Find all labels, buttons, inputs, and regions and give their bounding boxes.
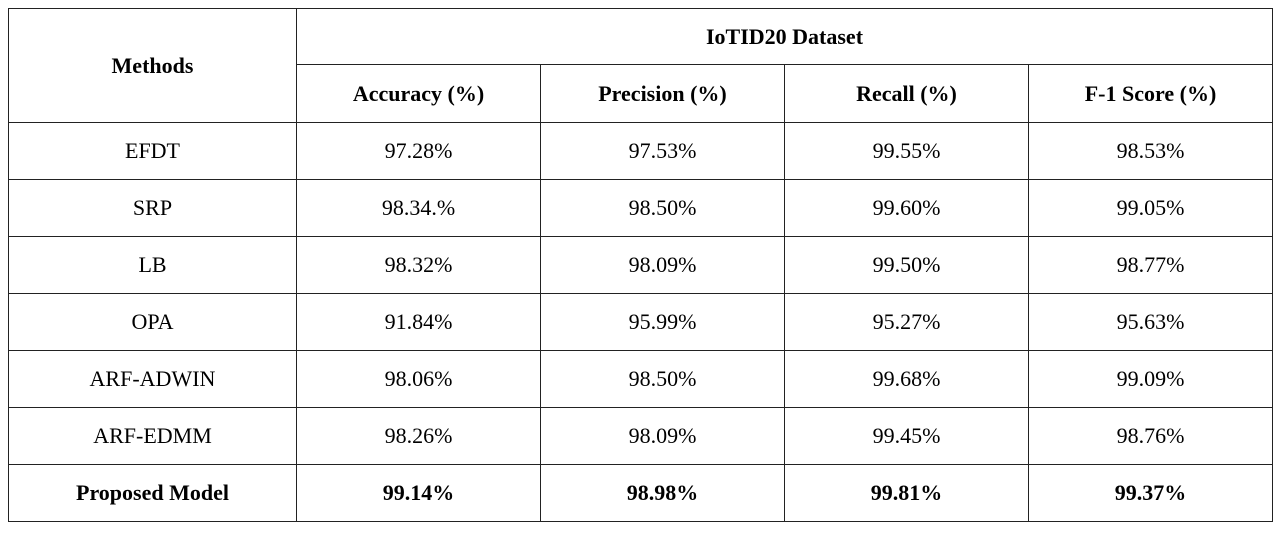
value-cell: 99.09% — [1028, 350, 1273, 408]
method-cell: Proposed Model — [8, 464, 297, 522]
value-cell: 91.84% — [296, 293, 541, 351]
method-cell: SRP — [8, 179, 297, 237]
column-header: F-1 Score (%) — [1028, 64, 1273, 123]
value-cell: 98.06% — [296, 350, 541, 408]
table-head: Methods IoTID20 Dataset Accuracy (%) Prec… — [8, 8, 1273, 123]
value-cell: 98.09% — [540, 236, 785, 294]
value-cell: 99.81% — [784, 464, 1029, 522]
value-cell: 99.37% — [1028, 464, 1273, 522]
table-row: EFDT 97.28% 97.53% 99.55% 98.53% — [8, 122, 1273, 180]
table-row: SRP 98.34.% 98.50% 99.60% 99.05% — [8, 179, 1273, 237]
column-header: Accuracy (%) — [296, 64, 541, 123]
method-cell: ARF-EDMM — [8, 407, 297, 465]
value-cell: 99.05% — [1028, 179, 1273, 237]
header-row: Methods IoTID20 Dataset — [8, 8, 1273, 123]
method-cell: LB — [8, 236, 297, 294]
value-cell: 98.50% — [540, 350, 785, 408]
value-cell: 99.14% — [296, 464, 541, 522]
value-cell: 99.60% — [784, 179, 1029, 237]
column-header: Precision (%) — [540, 64, 785, 123]
value-cell: 95.63% — [1028, 293, 1273, 351]
value-cell: 98.76% — [1028, 407, 1273, 465]
method-cell: ARF-ADWIN — [8, 350, 297, 408]
value-cell: 95.27% — [784, 293, 1029, 351]
value-cell: 98.98% — [540, 464, 785, 522]
value-cell: 99.68% — [784, 350, 1029, 408]
value-cell: 95.99% — [540, 293, 785, 351]
value-cell: 98.34.% — [296, 179, 541, 237]
value-cell: 98.26% — [296, 407, 541, 465]
column-header: Recall (%) — [784, 64, 1029, 123]
table-row: LB 98.32% 98.09% 99.50% 98.77% — [8, 236, 1273, 294]
value-cell: 98.50% — [540, 179, 785, 237]
method-cell: EFDT — [8, 122, 297, 180]
table-row: ARF-ADWIN 98.06% 98.50% 99.68% 99.09% — [8, 350, 1273, 408]
value-cell: 97.28% — [296, 122, 541, 180]
results-table: Methods IoTID20 Dataset Accuracy (%) Prec… — [8, 8, 1273, 522]
value-cell: 98.32% — [296, 236, 541, 294]
methods-header: Methods — [8, 8, 297, 123]
value-cell: 98.53% — [1028, 122, 1273, 180]
method-cell: OPA — [8, 293, 297, 351]
dataset-header: IoTID20 Dataset — [296, 8, 1273, 65]
value-cell: 98.77% — [1028, 236, 1273, 294]
table-row: ARF-EDMM 98.26% 98.09% 99.45% 98.76% — [8, 407, 1273, 465]
value-cell: 97.53% — [540, 122, 785, 180]
table-row: OPA 91.84% 95.99% 95.27% 95.63% — [8, 293, 1273, 351]
table-body: EFDT 97.28% 97.53% 99.55% 98.53% SRP 98.34.% 98… — [8, 122, 1273, 522]
value-cell: 98.09% — [540, 407, 785, 465]
value-cell: 99.55% — [784, 122, 1029, 180]
value-cell: 99.50% — [784, 236, 1029, 294]
value-cell: 99.45% — [784, 407, 1029, 465]
table-row: Proposed Model 99.14% 98.98% 99.81% 99.37% — [8, 464, 1273, 522]
